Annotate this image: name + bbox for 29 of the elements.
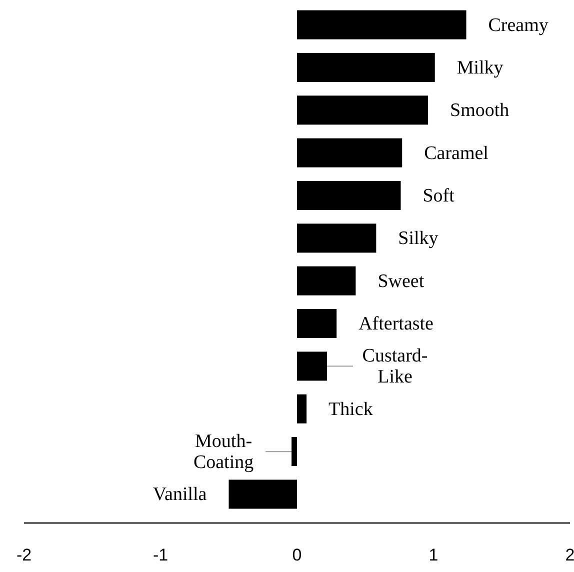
bar [292, 437, 297, 466]
y-tick-label: Thick [328, 398, 374, 420]
y-tick-label: Caramel [424, 142, 488, 164]
bar [297, 352, 328, 381]
bar [297, 96, 428, 125]
y-tick-label: Custard-Like [362, 345, 428, 388]
x-tick-label: -2 [16, 546, 32, 564]
x-tick-label: -1 [152, 546, 168, 564]
y-tick-label: Vanilla [152, 484, 208, 505]
y-tick-label: Creamy [488, 14, 549, 36]
bar [228, 480, 297, 509]
y-tick-label: Smooth [450, 100, 510, 121]
bar [297, 52, 435, 82]
y-tick-label: Soft [422, 184, 456, 206]
bar [297, 309, 337, 338]
bar [297, 394, 307, 424]
x-tick-label: 1 [428, 546, 438, 564]
bar [297, 10, 466, 40]
bar [297, 224, 376, 253]
bar [297, 138, 402, 168]
y-tick-label: Silky [398, 228, 439, 249]
y-tick-label: Mouth-Coating [193, 430, 254, 473]
x-tick-label: 2 [565, 546, 574, 564]
bar [297, 180, 401, 210]
bar [297, 266, 356, 296]
y-tick-label: Milky [456, 56, 504, 78]
x-tick-label: 0 [292, 546, 302, 564]
y-tick-label: Aftertaste [358, 313, 434, 334]
y-tick-label: Sweet [378, 270, 425, 292]
